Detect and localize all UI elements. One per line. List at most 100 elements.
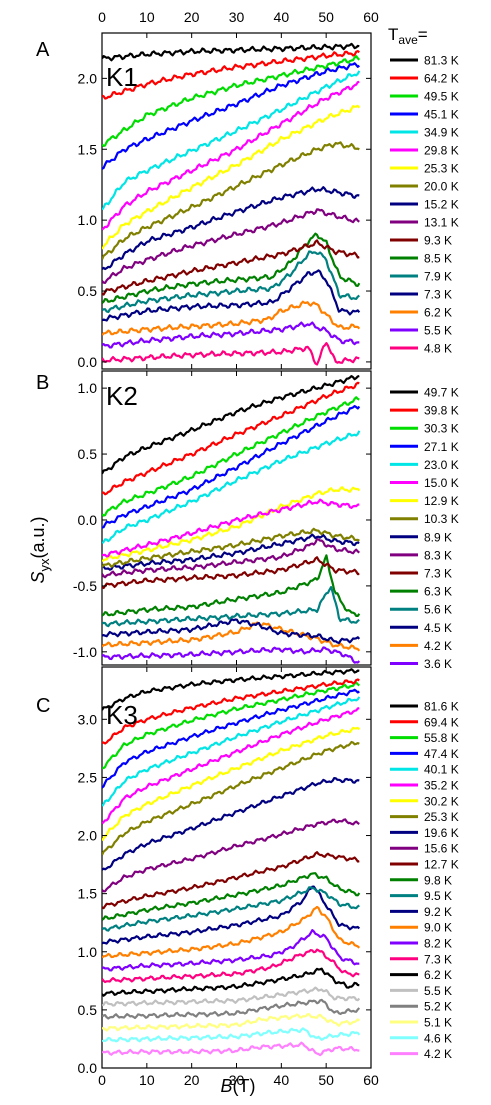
legend-label: 4.2 K — [424, 1047, 452, 1061]
legend-label: 25.3 K — [424, 810, 459, 824]
x-tick-label: 30 — [229, 1072, 245, 1088]
panel-c-letter: C — [36, 695, 50, 717]
y-axis-label-main: S — [28, 572, 48, 584]
series-line — [102, 430, 361, 545]
x-tick-label: 0 — [98, 1072, 106, 1088]
legend-label: 19.6 K — [424, 826, 459, 840]
y-tick-label: 0.5 — [78, 1002, 98, 1018]
y-tick-label: 0.0 — [78, 1060, 98, 1076]
series-line — [102, 586, 360, 628]
series-line — [102, 707, 360, 825]
series-line — [102, 375, 360, 475]
x-tick-label-top: 40 — [274, 9, 290, 25]
panel-a-series — [102, 42, 361, 366]
legend-label: 8.2 K — [424, 937, 452, 951]
y-tick-label: 1.0 — [78, 212, 98, 228]
legend-label: 4.6 K — [424, 1031, 452, 1045]
series-line — [102, 678, 360, 745]
x-tick-label: 50 — [318, 1072, 334, 1088]
legend-label: 64.2 K — [424, 72, 459, 86]
series-line — [102, 42, 360, 62]
series-line — [102, 851, 360, 910]
legend-label: 27.1 K — [424, 440, 459, 454]
legend-label: 55.8 K — [424, 731, 459, 745]
legend-label: 8.5 K — [424, 252, 452, 266]
legend-label: 34.9 K — [424, 126, 459, 140]
x-tick-label-top: 20 — [184, 9, 200, 25]
y-tick-label: 1.0 — [78, 380, 98, 396]
legend-label: 12.9 K — [424, 494, 459, 508]
y-tick-label: 0.0 — [78, 354, 98, 370]
y-tick-label: 1.5 — [78, 886, 98, 902]
legend-label: 9.2 K — [424, 905, 452, 919]
series-line — [102, 269, 361, 322]
series-line — [102, 1027, 361, 1043]
series-line — [102, 986, 361, 1007]
series-line — [102, 50, 360, 100]
legend-label: 6.3 K — [424, 585, 452, 599]
legend-title: Tave= — [388, 25, 428, 47]
legend-title-main: T — [388, 25, 398, 44]
legend-label: 5.6 K — [424, 603, 452, 617]
legend-label: 45.1 K — [424, 108, 459, 122]
panel-b-letter: B — [36, 372, 49, 394]
x-tick-label-top: 60 — [363, 9, 379, 25]
legend-label: 69.4 K — [424, 715, 459, 729]
panel-b-label: K2 — [106, 381, 138, 411]
legend-label: 39.8 K — [424, 404, 459, 418]
legend-label: 4.2 K — [424, 639, 452, 653]
legend-label: 9.8 K — [424, 873, 452, 887]
series-line — [102, 538, 361, 579]
legend-label: 5.2 K — [424, 1000, 452, 1014]
legend-label: 8.9 K — [424, 530, 452, 544]
y-tick-label: 3.0 — [78, 711, 98, 727]
series-line — [102, 726, 361, 842]
series-line — [102, 70, 361, 211]
series-line — [102, 618, 361, 645]
series-line — [102, 405, 361, 529]
legend-label: 7.3 K — [424, 952, 452, 966]
legend-label: 13.1 K — [424, 216, 459, 230]
legend-title-suffix: = — [418, 25, 428, 44]
series-line — [102, 80, 360, 231]
legend-label: 25.3 K — [424, 162, 459, 176]
series-line — [102, 554, 361, 617]
series-line — [102, 905, 361, 959]
legend-label: 4.8 K — [424, 342, 452, 356]
series-line — [102, 688, 360, 789]
legend-label: 49.7 K — [424, 386, 459, 400]
legend-label: 5.5 K — [424, 324, 452, 338]
legend-label: 9.3 K — [424, 234, 452, 248]
legend-label: 47.4 K — [424, 747, 459, 761]
legend-label: 30.2 K — [424, 794, 459, 808]
y-tick-label: 2.0 — [78, 828, 98, 844]
legend-label: 9.0 K — [424, 921, 452, 935]
y-tick-label: 2.5 — [78, 769, 98, 785]
legend-label: 40.1 K — [424, 763, 459, 777]
legend-label: 6.2 K — [424, 968, 452, 982]
legend-label: 3.6 K — [424, 657, 452, 671]
series-line — [102, 186, 360, 271]
series-line — [102, 381, 360, 496]
legend-label: 10.3 K — [424, 512, 459, 526]
x-tick-label: 60 — [363, 1072, 379, 1088]
svg-text:Syx(a.u.): Syx(a.u.) — [28, 516, 52, 583]
x-axis-label-unit: (T) — [233, 1076, 256, 1096]
legend-label: 7.3 K — [424, 288, 452, 302]
legend-label: 20.0 K — [424, 180, 459, 194]
legend-label: 15.6 K — [424, 842, 459, 856]
series-line — [102, 486, 361, 563]
legend-title-sub: ave — [398, 33, 418, 47]
legend-label: 5.1 K — [424, 1016, 452, 1030]
legend-label: 5.5 K — [424, 984, 452, 998]
series-line — [102, 886, 360, 932]
series-line — [102, 239, 360, 296]
panel-a-letter: A — [36, 39, 50, 61]
legend-label: 49.5 K — [424, 90, 459, 104]
series-line — [102, 342, 360, 366]
series-line — [102, 818, 360, 893]
series-line — [102, 929, 360, 972]
series-line — [102, 250, 360, 314]
x-tick-label-top: 30 — [229, 9, 245, 25]
